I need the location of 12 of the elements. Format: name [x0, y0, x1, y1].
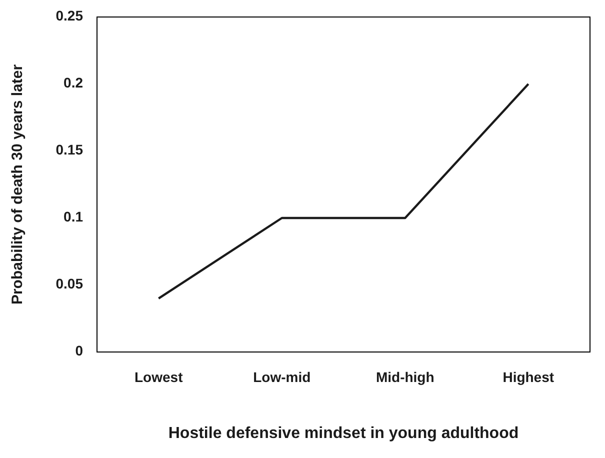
y-tick-label: 0.05 [56, 276, 84, 292]
x-axis-title: Hostile defensive mindset in young adulthood [168, 425, 519, 442]
y-tick-label: 0.15 [56, 142, 84, 158]
x-tick-label: Mid-high [376, 369, 434, 385]
y-tick-label: 0.1 [64, 208, 84, 225]
y-tick-label: 0.25 [56, 8, 84, 24]
y-tick-label: 0 [75, 342, 84, 359]
y-tick-label: 0.2 [64, 74, 84, 91]
x-tick-label: Lowest [134, 369, 184, 385]
x-tick-label: Low-mid [253, 369, 311, 385]
y-axis-title: Probability of death 30 years later [9, 64, 26, 305]
x-tick-label: Highest [502, 369, 554, 385]
